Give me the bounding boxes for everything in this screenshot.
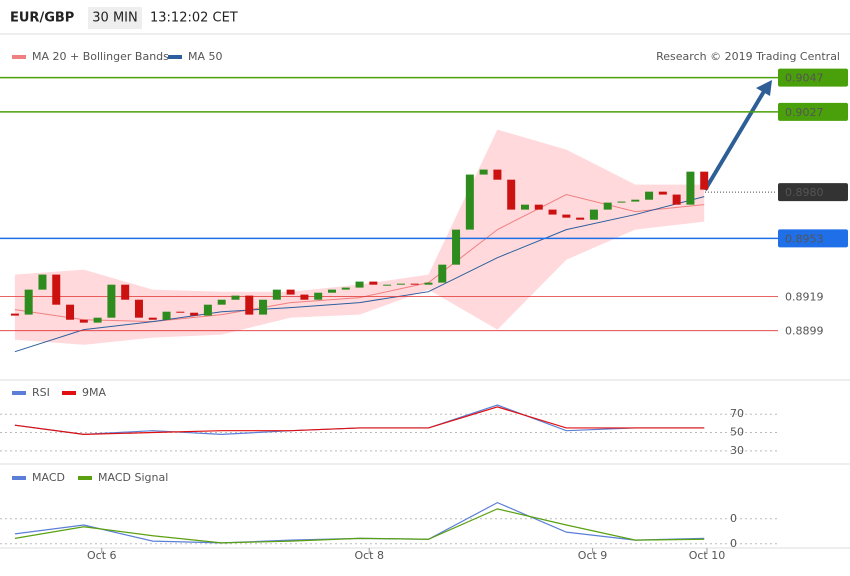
candle bbox=[452, 229, 461, 265]
candle bbox=[465, 174, 474, 230]
clock: 13:12:02 CET bbox=[150, 11, 238, 26]
candle bbox=[383, 284, 392, 286]
y-tick-label: 0 bbox=[730, 512, 737, 525]
price-label: 0.8953 bbox=[785, 232, 824, 245]
candle bbox=[700, 171, 709, 190]
candle bbox=[259, 299, 268, 315]
candle bbox=[631, 199, 640, 202]
symbol: EUR/GBP bbox=[10, 11, 74, 26]
price-label: 0.8899 bbox=[785, 325, 824, 338]
candle bbox=[148, 317, 157, 320]
legend-label: RSI bbox=[32, 386, 50, 399]
ma-line bbox=[14, 194, 705, 323]
y-tick-label: 70 bbox=[730, 407, 744, 420]
timeframe: 30 MIN bbox=[92, 11, 137, 26]
legend-label: MACD bbox=[32, 471, 65, 484]
candle bbox=[93, 317, 102, 323]
projection-arrow bbox=[703, 86, 768, 192]
candle bbox=[672, 194, 681, 205]
candle bbox=[520, 204, 529, 210]
candle bbox=[424, 282, 433, 285]
price-label: 0.9047 bbox=[785, 72, 824, 85]
legend-swatch bbox=[62, 391, 76, 395]
candle bbox=[79, 319, 88, 323]
candle bbox=[38, 274, 47, 290]
candle bbox=[203, 304, 212, 316]
candle bbox=[410, 283, 419, 285]
candle bbox=[190, 312, 199, 316]
candle bbox=[341, 287, 350, 290]
price-label-box bbox=[778, 102, 848, 121]
candle bbox=[438, 264, 447, 283]
ma-line bbox=[14, 196, 705, 353]
candle bbox=[327, 289, 336, 293]
y-tick-label: 0 bbox=[730, 537, 737, 550]
credit: Research © 2019 Trading Central bbox=[656, 50, 840, 63]
candle bbox=[603, 202, 612, 210]
candle bbox=[162, 311, 171, 320]
legend-swatch bbox=[12, 476, 26, 480]
candle bbox=[396, 283, 405, 285]
candle bbox=[217, 299, 226, 305]
candle bbox=[231, 295, 240, 300]
bollinger-band bbox=[14, 129, 705, 345]
candle bbox=[176, 311, 185, 313]
x-tick-label: Oct 6 bbox=[87, 549, 117, 562]
candle bbox=[493, 169, 502, 180]
candle bbox=[658, 191, 667, 195]
legend-swatch bbox=[12, 391, 26, 395]
price-label: 0.8919 bbox=[785, 290, 824, 303]
legend-label: MACD Signal bbox=[98, 471, 168, 484]
candle bbox=[686, 171, 695, 205]
candle bbox=[107, 284, 116, 318]
candle bbox=[52, 274, 61, 305]
x-tick-label: Oct 10 bbox=[689, 549, 726, 562]
candle bbox=[286, 289, 295, 295]
legend-swatch bbox=[168, 55, 182, 59]
candle bbox=[479, 169, 488, 175]
arrow-head bbox=[756, 80, 772, 96]
candle bbox=[589, 209, 598, 220]
price-label-box bbox=[778, 229, 848, 248]
x-tick-label: Oct 9 bbox=[578, 549, 608, 562]
candle bbox=[645, 191, 654, 200]
candle bbox=[272, 289, 281, 300]
candle bbox=[534, 204, 543, 210]
indicator-line bbox=[14, 406, 705, 435]
candle bbox=[369, 281, 378, 285]
y-tick-label: 50 bbox=[730, 426, 744, 439]
candle bbox=[355, 281, 364, 288]
candle bbox=[617, 201, 626, 203]
candle bbox=[314, 292, 323, 300]
legend-label: MA 20 + Bollinger Bands bbox=[32, 50, 169, 63]
indicator-line bbox=[14, 508, 705, 544]
candle bbox=[24, 289, 33, 315]
price-label-box bbox=[778, 183, 848, 202]
legend-swatch bbox=[78, 476, 92, 480]
legend-label: MA 50 bbox=[188, 50, 223, 63]
price-label-box bbox=[778, 68, 848, 87]
candle bbox=[134, 299, 143, 318]
price-label: 0.8980 bbox=[785, 186, 824, 199]
candle bbox=[548, 209, 557, 215]
price-label: 0.9027 bbox=[785, 106, 824, 119]
candle bbox=[300, 294, 309, 300]
legend-label: 9MA bbox=[82, 386, 106, 399]
candle bbox=[507, 179, 516, 210]
candle bbox=[121, 284, 130, 300]
y-tick-label: 30 bbox=[730, 444, 744, 457]
x-tick-label: Oct 8 bbox=[354, 549, 384, 562]
candle bbox=[562, 214, 571, 218]
candle bbox=[576, 217, 585, 220]
candle bbox=[66, 304, 75, 320]
candle bbox=[245, 295, 254, 315]
timeframe-box bbox=[88, 7, 142, 29]
legend-swatch bbox=[12, 55, 26, 59]
